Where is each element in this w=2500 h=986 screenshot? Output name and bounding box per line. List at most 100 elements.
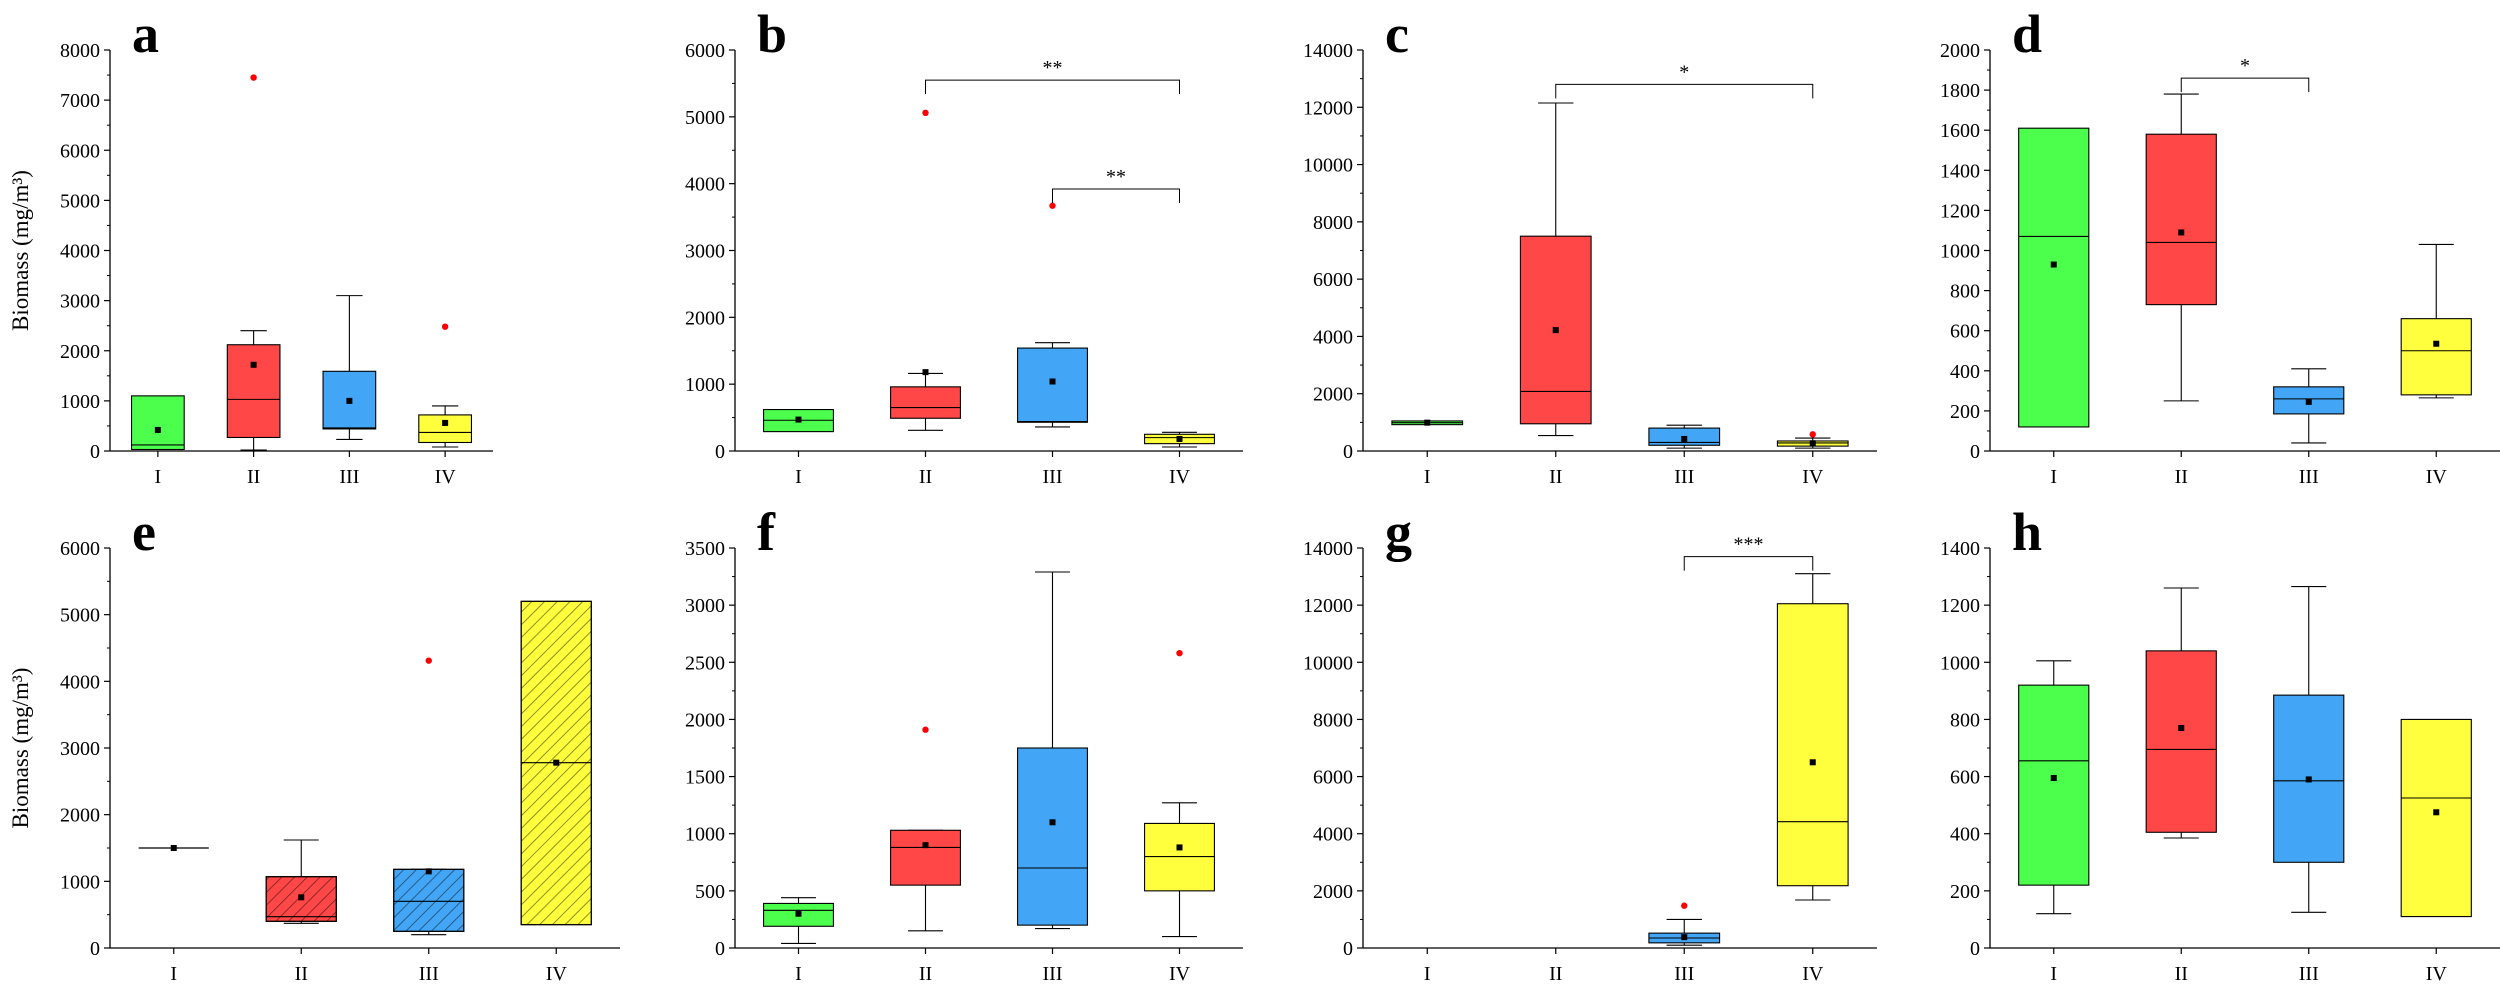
box-IV — [2400, 718, 2472, 918]
panel-label: h — [2012, 502, 2042, 562]
panel-label: c — [1385, 4, 1409, 64]
y-tick-label: 12000 — [1303, 97, 1353, 119]
y-tick-label: 1000 — [60, 391, 100, 413]
bracket-line — [1683, 556, 1814, 571]
box-body — [2400, 718, 2472, 918]
y-tick-label: 3000 — [685, 241, 725, 263]
mean-marker — [2433, 340, 2440, 347]
significance-label: ** — [1106, 166, 1126, 188]
y-tick-label: 2000 — [1313, 881, 1353, 903]
mean-marker — [170, 845, 177, 851]
x-tick-label: IV — [1802, 963, 1824, 985]
mean-marker — [1176, 435, 1183, 442]
y-tick-label: 6000 — [1313, 767, 1353, 789]
box-body — [1017, 347, 1088, 423]
x-tick-label: IV — [2426, 963, 2448, 985]
mean-marker — [1176, 844, 1183, 851]
box-III — [322, 295, 377, 441]
box-I — [763, 409, 834, 433]
y-tick-label: 3000 — [60, 738, 100, 760]
significance-label: *** — [1734, 534, 1764, 556]
x-tick-label: III — [1674, 963, 1694, 985]
box-III — [393, 657, 465, 936]
bracket-line — [1555, 83, 1814, 99]
mean-marker — [1809, 440, 1816, 447]
y-tick-label: 1600 — [1940, 120, 1980, 142]
y-tick-label: 3000 — [685, 595, 725, 617]
mean-marker — [1424, 419, 1431, 426]
y-tick-label: 2000 — [60, 341, 100, 363]
box-body — [2145, 133, 2217, 306]
significance-label: ** — [1043, 57, 1063, 79]
y-tick-label: 10000 — [1303, 652, 1353, 674]
y-tick-label: 5000 — [685, 107, 725, 129]
x-tick-label: III — [1674, 466, 1694, 488]
x-tick-label: II — [919, 963, 932, 985]
y-tick-label: 500 — [695, 881, 725, 903]
box-body — [418, 414, 473, 444]
mean-marker — [2305, 776, 2312, 783]
y-tick-label: 2500 — [685, 652, 725, 674]
box-II — [1519, 102, 1592, 437]
mean-marker — [922, 369, 929, 376]
x-tick-label: II — [247, 466, 260, 488]
x-tick-label: I — [1424, 963, 1431, 985]
bracket-line — [2180, 77, 2310, 93]
y-tick-label: 8000 — [1313, 709, 1353, 731]
x-tick-label: I — [2050, 963, 2057, 985]
box-body — [1144, 822, 1215, 892]
y-tick-label: 0 — [1343, 441, 1353, 463]
y-tick-label: 1200 — [1940, 595, 1980, 617]
y-tick-label: 14000 — [1303, 40, 1353, 62]
mean-marker — [346, 397, 353, 404]
y-tick-label: 1000 — [1940, 241, 1980, 263]
y-tick-label: 1800 — [1940, 80, 1980, 102]
y-tick-label: 5000 — [60, 190, 100, 212]
bracket-line — [1052, 188, 1180, 204]
mean-marker — [1049, 819, 1056, 826]
box-IV — [418, 323, 473, 448]
y-tick-label: 800 — [1950, 709, 1980, 731]
y-tick-label: 1000 — [685, 374, 725, 396]
box-hatch — [393, 868, 465, 932]
mean-marker — [922, 842, 929, 849]
x-tick-label: II — [2175, 963, 2188, 985]
outlier-point — [1049, 202, 1056, 209]
outlier-point — [1681, 902, 1688, 909]
y-tick-label: 2000 — [1313, 384, 1353, 406]
y-tick-label: 2000 — [60, 805, 100, 827]
y-tick-label: 0 — [90, 938, 100, 960]
box-II — [890, 726, 961, 932]
box-I — [138, 845, 209, 851]
box-III — [2273, 586, 2345, 913]
mean-marker — [795, 416, 802, 423]
panel-label: b — [757, 4, 787, 64]
mean-marker — [1681, 435, 1688, 442]
x-tick-label: III — [1043, 963, 1063, 985]
x-tick-label: I — [795, 466, 802, 488]
x-tick-label: III — [2299, 466, 2319, 488]
box-body — [130, 395, 185, 451]
box-body — [2400, 318, 2472, 396]
box-IV — [2400, 243, 2472, 399]
mean-marker — [250, 361, 257, 368]
significance-bracket: ** — [1052, 166, 1180, 204]
mean-marker — [1049, 378, 1056, 385]
y-tick-label: 3000 — [60, 291, 100, 313]
panel-label: a — [132, 4, 159, 64]
x-tick-label: III — [339, 466, 359, 488]
y-tick-label: 800 — [1950, 281, 1980, 303]
box-III — [1648, 424, 1721, 449]
y-tick-label: 400 — [1950, 824, 1980, 846]
box-body — [1776, 603, 1849, 887]
box-I — [2018, 127, 2090, 428]
box-body — [2018, 127, 2090, 428]
box-IV — [520, 600, 592, 926]
box-III — [2273, 368, 2345, 444]
x-tick-label: I — [170, 963, 177, 985]
y-tick-label: 1200 — [1940, 200, 1980, 222]
significance-bracket: * — [1555, 61, 1814, 99]
y-tick-label: 0 — [715, 441, 725, 463]
